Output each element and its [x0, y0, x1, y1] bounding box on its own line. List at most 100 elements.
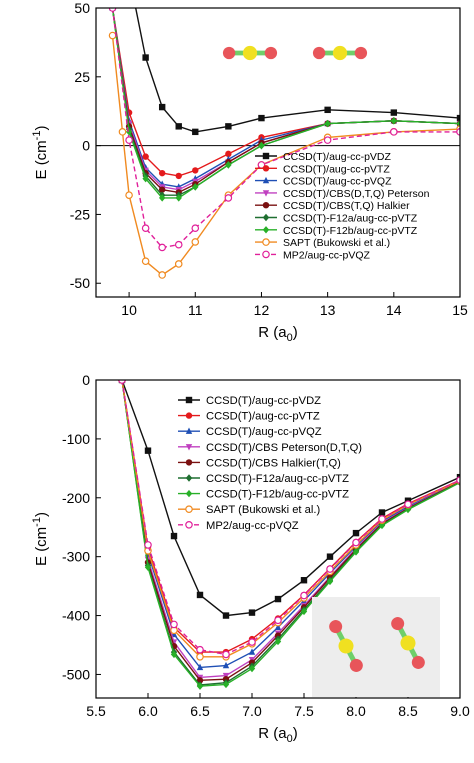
data-point — [196, 652, 204, 661]
series-0 — [118, 380, 460, 619]
y-tick-label: 0 — [82, 372, 90, 388]
legend-item: CCSD(T)/aug-cc-pVDZ — [178, 395, 321, 407]
legend-item: CCSD(T)/CBS Halkier(T,Q) — [178, 457, 341, 469]
data-point — [196, 663, 204, 671]
series-8 — [118, 380, 460, 659]
data-point — [144, 541, 152, 549]
series-line — [134, 8, 460, 133]
x-tick-label: 12 — [254, 302, 270, 318]
legend-item: SAPT (Bukowski et al.) — [178, 504, 320, 516]
data-point — [144, 447, 152, 454]
legend-marker — [262, 165, 270, 172]
series-line — [111, 35, 460, 276]
data-point — [248, 638, 256, 646]
legend-item: CCSD(T)-F12b/aug-cc-pVTZ — [255, 225, 418, 237]
data-point — [141, 224, 150, 232]
data-point — [390, 117, 398, 125]
data-point — [390, 128, 398, 136]
y-tick-label: 0 — [82, 138, 90, 154]
data-point — [125, 128, 133, 136]
legend-item: CCSD(T)/aug-cc-pVTZ — [255, 163, 390, 175]
data-point — [141, 257, 150, 266]
data-point — [274, 623, 282, 631]
legend-item: MP2/aug-cc-pVQZ — [178, 520, 299, 532]
data-point — [224, 194, 233, 202]
x-tick-label: 15 — [452, 302, 468, 318]
data-point — [196, 682, 204, 690]
legend-label: CCSD(T)/aug-cc-pVQZ — [206, 426, 322, 438]
legend-label: SAPT (Bukowski et al.) — [283, 237, 390, 249]
series-6 — [109, 8, 460, 202]
legend-item: CCSD(T)/aug-cc-pVQZ — [255, 176, 392, 188]
data-point — [225, 150, 232, 158]
molecule-inset-top — [222, 45, 368, 61]
data-point — [191, 238, 200, 246]
plot-area — [108, 8, 460, 279]
data-point — [274, 616, 282, 625]
legend-label: SAPT (Bukowski et al.) — [206, 504, 320, 516]
legend-label: CCSD(T)-F12a/aug-cc-pVTZ — [283, 213, 418, 225]
data-point — [175, 194, 182, 202]
data-point — [170, 650, 178, 659]
data-point — [222, 650, 230, 659]
legend-marker — [262, 190, 270, 197]
data-point — [142, 54, 149, 61]
legend-marker — [185, 427, 193, 434]
y-axis-title: E (cm-1) — [31, 512, 50, 566]
legend-label: CCSD(T)-F12a/aug-cc-pVTZ — [206, 473, 349, 485]
x-tick-label: 8.0 — [346, 703, 366, 719]
legend-marker — [262, 226, 270, 234]
data-point — [378, 509, 386, 516]
legend-marker — [185, 459, 193, 466]
data-point — [174, 240, 183, 249]
data-point — [196, 645, 204, 654]
y-tick-label: -300 — [62, 549, 90, 565]
legend-label: CCSD(T)-F12b/aug-cc-pVTZ — [206, 489, 349, 501]
data-point — [324, 119, 331, 128]
y-tick-label: 50 — [74, 0, 90, 16]
legend-marker — [185, 474, 193, 482]
data-point — [300, 577, 308, 584]
data-point — [174, 260, 183, 268]
data-point — [390, 109, 398, 116]
data-point — [274, 595, 282, 603]
data-point — [248, 664, 256, 673]
legend-marker — [185, 505, 193, 514]
legend-label: CCSD(T)-F12b/aug-cc-pVTZ — [283, 225, 418, 237]
data-point — [158, 243, 166, 252]
data-point — [258, 114, 265, 122]
chart-top-panel: 10 11 12 13 14 15 -50 -25 0 25 50 R (a0) E (cm-1) CCS… — [0, 0, 474, 355]
data-point — [191, 224, 200, 232]
legend-label: CCSD(T)/aug-cc-pVDZ — [206, 395, 321, 407]
data-point — [158, 103, 166, 111]
data-point — [108, 31, 117, 40]
legend-marker — [185, 521, 193, 529]
data-point — [222, 680, 230, 689]
legend-label: CCSD(T)/CBS(D,T,Q) Peterson — [283, 188, 430, 200]
series-0 — [134, 8, 460, 136]
x-tick-label: 14 — [386, 302, 402, 318]
legend-item: CCSD(T)/CBS(T,Q) Halkier — [255, 200, 410, 212]
data-point — [258, 141, 265, 150]
legend-marker — [262, 152, 270, 160]
data-point — [144, 563, 152, 571]
y-tick-label: -50 — [70, 275, 90, 291]
chart-bottom-svg: 5.5 6.0 6.5 7.0 7.5 8.0 8.5 9.0 0 -100 -200 -300 -40… — [31, 372, 470, 745]
legend-label: CCSD(T)/CBS(T,Q) Halkier — [283, 200, 410, 212]
legend-marker — [262, 213, 270, 222]
data-point — [225, 161, 232, 169]
legend-label: CCSD(T)/aug-cc-pVQZ — [283, 176, 392, 188]
data-point — [456, 114, 460, 122]
x-tick-label: 7.5 — [294, 703, 314, 719]
data-point — [158, 186, 166, 193]
y-tick-label: -25 — [70, 206, 90, 222]
legend-item: SAPT (Bukowski et al.) — [255, 237, 390, 249]
y-tick-label: -500 — [62, 666, 90, 682]
data-point — [248, 609, 256, 616]
molecule-icon — [391, 617, 425, 669]
data-point — [378, 521, 386, 530]
y-axis-title: E (cm-1) — [31, 126, 50, 180]
y-tick-label: -400 — [62, 608, 90, 624]
data-point — [326, 565, 334, 573]
legend-item: MP2/aug-cc-pVQZ — [255, 249, 371, 261]
